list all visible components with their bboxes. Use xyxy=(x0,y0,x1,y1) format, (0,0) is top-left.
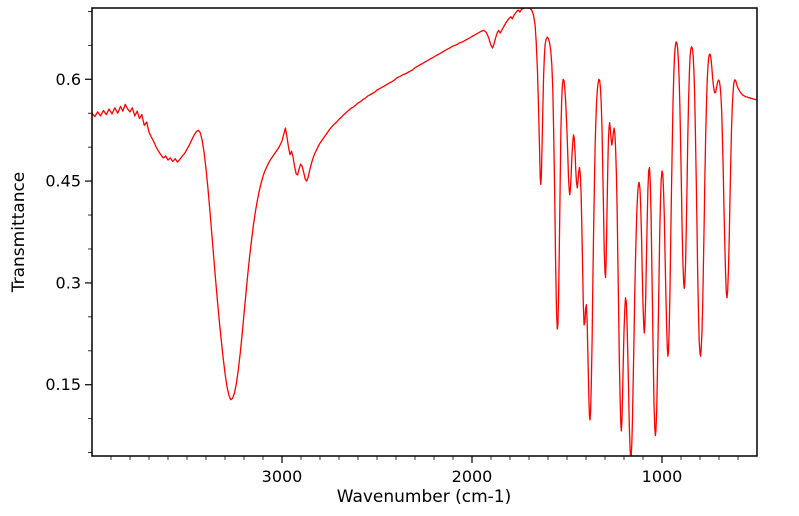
y-axis-label: Transmittance xyxy=(9,172,29,294)
x-tick-label: 1000 xyxy=(642,467,683,486)
y-tick-label: 0.3 xyxy=(56,273,81,292)
y-tick-label: 0.6 xyxy=(56,70,81,89)
x-tick-label: 3000 xyxy=(262,467,303,486)
x-axis-ticks: 3000 2000 1000 xyxy=(110,456,739,486)
spectrum-line xyxy=(92,8,757,456)
y-tick-label: 0.15 xyxy=(45,375,81,394)
y-axis-ticks: 0.15 0.3 0.45 0.6 xyxy=(45,10,92,454)
x-axis-label: Wavenumber (cm-1) xyxy=(337,487,512,507)
x-tick-label: 2000 xyxy=(452,467,493,486)
plot-background xyxy=(92,8,757,456)
y-tick-label: 0.45 xyxy=(45,172,81,191)
plot-frame xyxy=(91,7,758,457)
